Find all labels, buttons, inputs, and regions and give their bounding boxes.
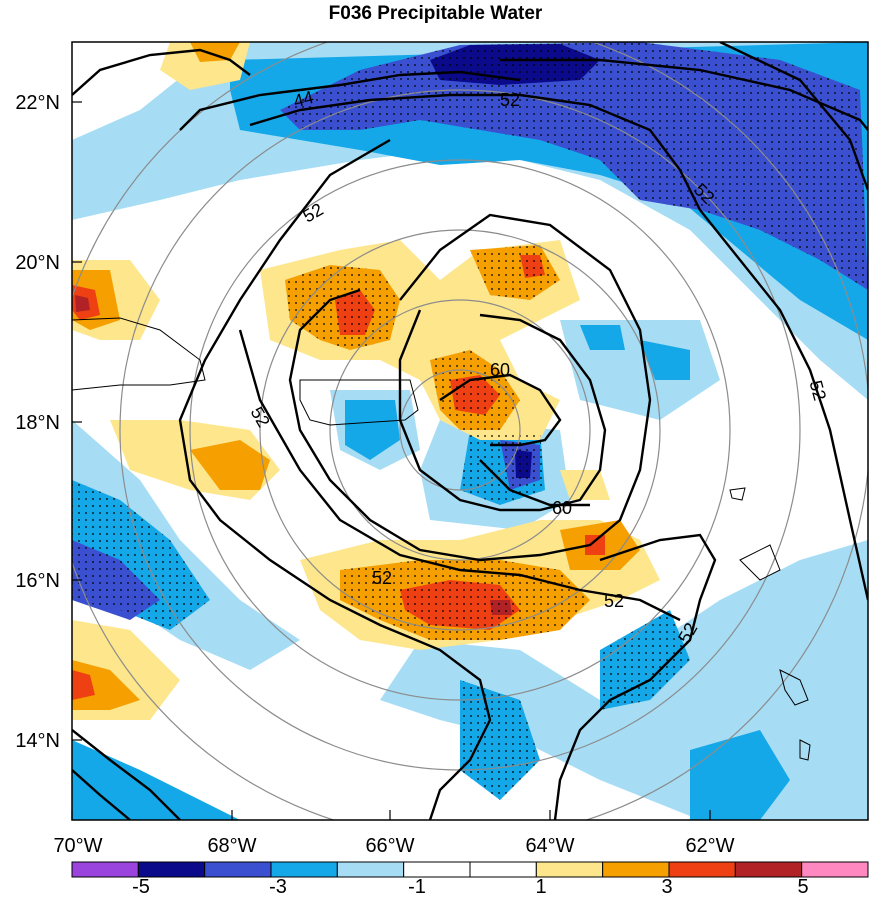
lat-label: 22°N [15,92,60,114]
colorbar-swatch [403,861,471,878]
significance-stippling [72,42,868,800]
colorbar-swatch [535,861,604,878]
contour-label: 60 [552,498,572,518]
plot-frame [71,41,869,821]
colorbar-swatch [801,861,869,878]
lon-labels: 70°W 68°W 66°W 64°W 62°W [53,835,734,857]
lat-ticks [72,101,82,741]
lon-label: 66°W [365,835,414,857]
colorbar-swatch [137,861,206,878]
island-outline [799,739,811,761]
puerto-rico-outline [299,379,419,426]
colorbar-swatch [668,861,736,878]
colorbar-swatch [204,861,272,878]
contour-label: 52 [604,591,624,611]
pw-contours [72,42,868,820]
contour-label: 52 [500,90,520,110]
colorbar-swatch [71,861,139,878]
lat-label: 16°N [15,570,60,592]
lat-labels: 22°N 20°N 18°N 16°N 14°N [15,92,60,752]
colorbar-swatch [336,861,405,878]
colorbar-swatch [602,861,670,878]
lon-label: 64°W [525,835,574,857]
colorbar-label: 5 [797,876,808,898]
land-outlines [72,317,811,761]
colorbar-label: 1 [535,876,546,898]
hispaniola-outline [72,317,206,391]
colorbar-label: 3 [661,876,672,898]
colorbar-label: -1 [408,876,426,898]
contour-label: 52 [372,568,392,588]
colorbar-swatch [270,861,338,878]
colorbar-swatch [469,861,537,878]
lon-ticks [71,810,711,820]
lat-label: 20°N [15,252,60,274]
plot-area: 44 52 52 52 52 52 52 52 52 60 60 [72,42,868,820]
lon-label: 68°W [207,835,256,857]
colorbar-labels: -5 -3 -1 1 3 5 [132,876,808,898]
colorbar-swatch [734,861,803,878]
contour-label: 60 [490,360,510,380]
island-outline [739,544,781,581]
lon-label: 70°W [53,835,102,857]
colorbar-label: -5 [132,876,150,898]
map-title: F036 Precipitable Water [328,3,543,24]
lon-label: 62°W [685,835,734,857]
island-outline [729,487,746,501]
colorbar [71,861,869,878]
colorbar-label: -3 [269,876,287,898]
lat-label: 18°N [15,412,60,434]
range-rings [72,42,868,820]
lat-label: 14°N [15,730,60,752]
island-outline [779,669,809,706]
